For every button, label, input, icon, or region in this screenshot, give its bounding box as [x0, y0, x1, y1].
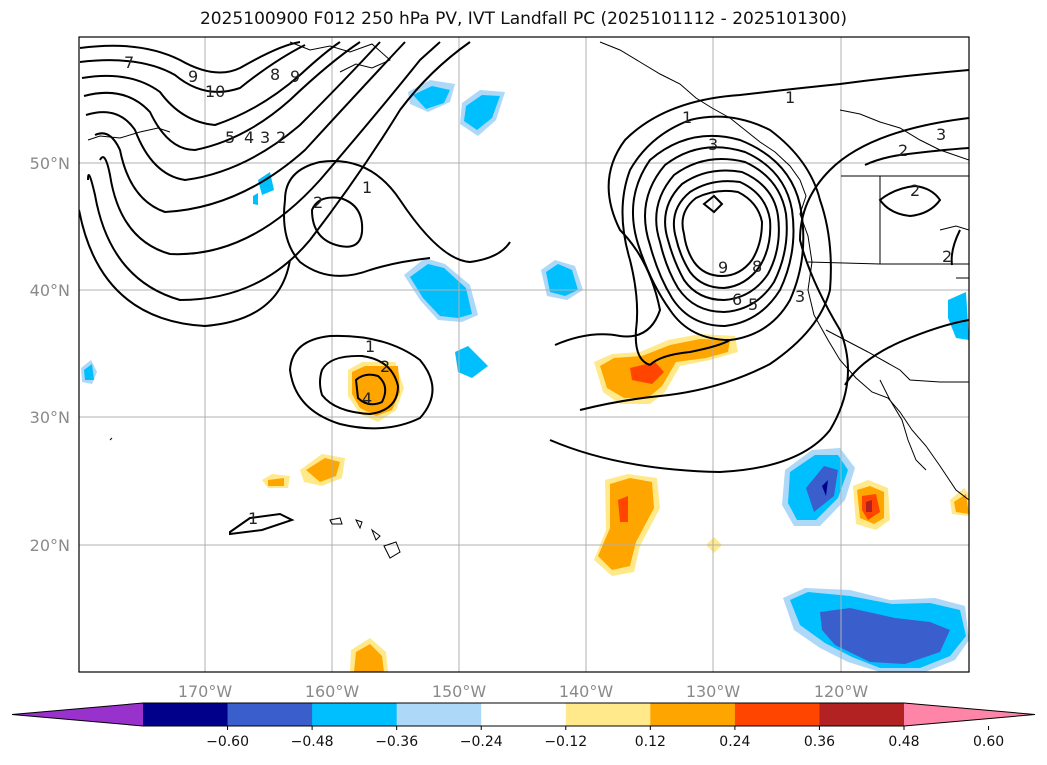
- contour-label: 6: [732, 290, 742, 309]
- contour-label: 3: [795, 287, 805, 306]
- colorbar-segment: [481, 703, 567, 726]
- contour-label: 7: [124, 53, 134, 72]
- colorbar-extend-max: [904, 703, 1035, 726]
- contour-label: 4: [362, 389, 372, 408]
- contour-label: 1: [362, 178, 372, 197]
- contour-label: 2: [910, 181, 920, 200]
- negative-anomaly-shading: [81, 80, 969, 672]
- positive-anomaly-shading: [262, 334, 969, 672]
- plot-frame: [78, 36, 970, 673]
- contour-label: 1: [365, 337, 375, 356]
- colorbar-segment: [396, 703, 482, 726]
- contour-label: 8: [270, 65, 280, 84]
- contour-label: 1: [785, 88, 795, 107]
- colorbar-tick-label: 0.24: [719, 734, 750, 750]
- coastlines: [87, 41, 969, 559]
- contour-label: 2: [380, 357, 390, 376]
- colorbar-segment: [143, 703, 229, 726]
- contour-label: 1: [248, 509, 258, 528]
- colorbar-outline: [11, 702, 1036, 727]
- contour-label: 3: [260, 128, 270, 147]
- colorbar-segment: [565, 703, 651, 726]
- colorbar-tick-label: −0.24: [460, 734, 503, 750]
- contour-label: 9: [290, 67, 300, 86]
- lon-label: 160°W: [305, 682, 360, 701]
- lon-label: 170°W: [178, 682, 233, 701]
- colorbar-tick-label: −0.48: [291, 734, 334, 750]
- lat-label: 50°N: [30, 154, 70, 173]
- contour-label: 4: [244, 128, 254, 147]
- contour-lines: [79, 41, 969, 536]
- contour-label: 2: [313, 193, 323, 212]
- map-title: 2025100900 F012 250 hPa PV, IVT Landfall…: [199, 9, 847, 29]
- contour-label: 1: [682, 108, 692, 127]
- colorbar-segment: [227, 703, 313, 726]
- colorbar-segment: [734, 703, 820, 726]
- colorbar-tick-label: −0.60: [206, 734, 249, 750]
- colorbar-tick-label: −0.36: [375, 734, 418, 750]
- contour-label: 3: [936, 125, 946, 144]
- contour-label-group: 7 9 10 8 9 5 4 3 2 2 1 1 4 9 8 6 5 3 1 2…: [124, 53, 952, 528]
- gridlines: [79, 37, 969, 672]
- lon-label: 140°W: [559, 682, 614, 701]
- contour-label: 8: [752, 257, 762, 276]
- longitude-labels: 170°W 160°W 150°W 140°W 130°W 120°W: [178, 682, 869, 701]
- contour-label: 2: [898, 141, 908, 160]
- colorbar-tick-label: −0.12: [544, 734, 587, 750]
- contour-label: 10: [205, 82, 225, 101]
- contour-label: 5: [748, 295, 758, 314]
- latitude-labels: 50°N 40°N 30°N 20°N: [30, 154, 70, 555]
- colorbar-extend-min: [12, 703, 143, 726]
- lon-label: 120°W: [814, 682, 869, 701]
- contour-label: 9: [188, 67, 198, 86]
- colorbar: −0.60 −0.48 −0.36 −0.24 −0.12 0.12 0.24 0.36 0.4…: [11, 702, 1036, 750]
- lon-label: 150°W: [432, 682, 487, 701]
- contour-label: 3: [708, 135, 718, 154]
- lat-label: 40°N: [30, 281, 70, 300]
- contour-label: 5: [225, 128, 235, 147]
- colorbar-tick-label: 0.48: [888, 734, 919, 750]
- colorbar-segment: [650, 703, 736, 726]
- colorbar-tick-label: 0.36: [804, 734, 835, 750]
- lat-label: 20°N: [30, 536, 70, 555]
- lon-label: 130°W: [686, 682, 741, 701]
- colorbar-segment: [312, 703, 398, 726]
- colorbar-segment: [819, 703, 905, 726]
- contour-label: 9: [718, 258, 728, 277]
- contour-label: 2: [942, 247, 952, 266]
- colorbar-tick-label: 0.60: [973, 734, 1004, 750]
- contour-label: 2: [276, 128, 286, 147]
- lat-label: 30°N: [30, 408, 70, 427]
- colorbar-tick-label: 0.12: [635, 734, 666, 750]
